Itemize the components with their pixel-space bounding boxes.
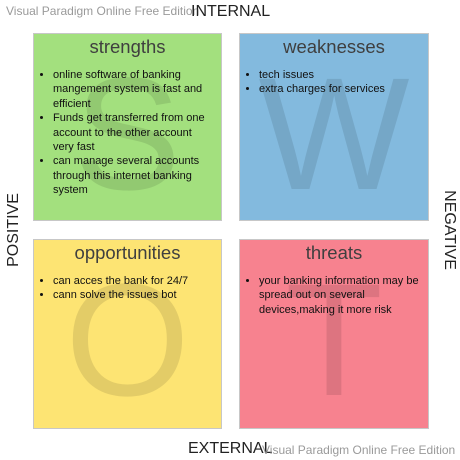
threats-title: threats: [305, 242, 363, 263]
strengths-title: strengths: [89, 36, 166, 57]
strengths-list: online software of banking mangement sys…: [34, 68, 221, 198]
axis-label-positive: POSITIVE: [5, 193, 22, 267]
list-item: can manage several accounts through this…: [53, 154, 215, 197]
opportunities-list: can acces the bank for 24/7 cann solve t…: [34, 274, 221, 303]
list-item: cann solve the issues bot: [53, 288, 215, 302]
list-item: extra charges for services: [259, 82, 422, 96]
list-item: Funds get transferred from one account t…: [53, 111, 215, 154]
weaknesses-title: weaknesses: [283, 36, 385, 57]
axis-label-negative: NEGATIVE: [441, 190, 458, 270]
list-item: can acces the bank for 24/7: [53, 274, 215, 288]
strengths-quadrant[interactable]: S strengths online software of banking m…: [33, 33, 222, 221]
threats-list: your banking information may be spread o…: [240, 274, 428, 317]
axis-label-external: EXTERNAL: [188, 440, 273, 457]
opportunities-title: opportunities: [74, 242, 181, 263]
watermark-top: Visual Paradigm Online Free Edition: [6, 4, 200, 18]
weaknesses-quadrant[interactable]: W weaknesses tech issues extra charges f…: [239, 33, 429, 221]
weaknesses-list: tech issues extra charges for services: [240, 68, 428, 97]
opportunities-quadrant[interactable]: O opportunities can acces the bank for 2…: [33, 239, 222, 429]
list-item: tech issues: [259, 68, 422, 82]
list-item: your banking information may be spread o…: [259, 274, 422, 317]
list-item: online software of banking mangement sys…: [53, 68, 215, 111]
axis-label-internal: INTERNAL: [191, 3, 271, 20]
threats-quadrant[interactable]: T threats your banking information may b…: [239, 239, 429, 429]
watermark-bottom: Visual Paradigm Online Free Edition: [262, 443, 456, 457]
